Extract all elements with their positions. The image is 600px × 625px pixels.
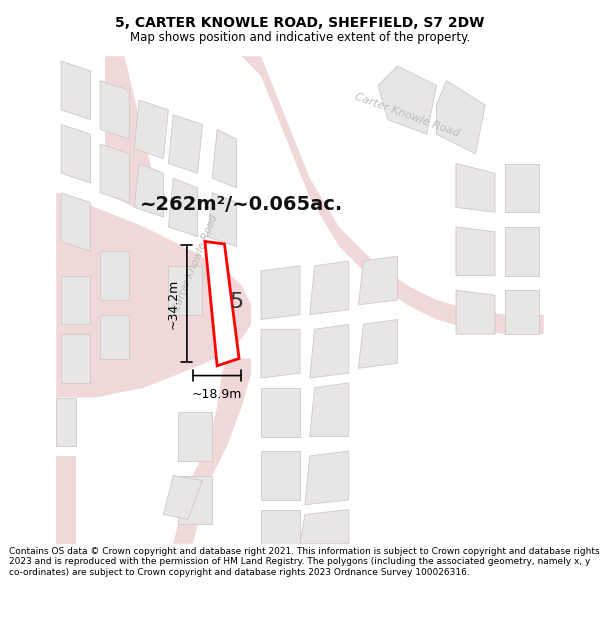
Polygon shape	[56, 192, 251, 398]
Text: ~262m²/~0.065ac.: ~262m²/~0.065ac.	[140, 196, 343, 214]
Polygon shape	[310, 324, 349, 378]
Polygon shape	[208, 192, 236, 246]
Polygon shape	[261, 266, 300, 319]
Polygon shape	[100, 144, 130, 202]
Polygon shape	[61, 334, 91, 383]
Polygon shape	[61, 61, 91, 119]
Polygon shape	[100, 251, 130, 300]
Polygon shape	[212, 129, 236, 188]
Polygon shape	[134, 164, 163, 217]
Text: Contains OS data © Crown copyright and database right 2021. This information is : Contains OS data © Crown copyright and d…	[9, 547, 599, 577]
Polygon shape	[56, 398, 76, 446]
Polygon shape	[300, 509, 349, 544]
Polygon shape	[505, 290, 539, 334]
Text: Carter Knowle Road: Carter Knowle Road	[353, 91, 461, 138]
Polygon shape	[359, 319, 397, 368]
Polygon shape	[261, 329, 300, 378]
Polygon shape	[261, 451, 300, 500]
Polygon shape	[359, 256, 397, 305]
Polygon shape	[173, 359, 251, 544]
Polygon shape	[261, 509, 300, 544]
Polygon shape	[261, 388, 300, 436]
Text: Map shows position and indicative extent of the property.: Map shows position and indicative extent…	[130, 31, 470, 44]
Polygon shape	[305, 451, 349, 505]
Text: ~34.2m: ~34.2m	[167, 278, 179, 329]
Polygon shape	[378, 66, 437, 134]
Polygon shape	[310, 383, 349, 436]
Text: ~18.9m: ~18.9m	[192, 388, 242, 401]
Polygon shape	[61, 192, 91, 251]
Text: Carter Knowle Road: Carter Knowle Road	[171, 214, 219, 313]
Polygon shape	[456, 227, 495, 276]
Polygon shape	[61, 124, 91, 183]
Polygon shape	[310, 261, 349, 314]
Polygon shape	[100, 314, 130, 359]
Polygon shape	[241, 56, 544, 334]
Polygon shape	[437, 81, 485, 154]
Text: 5: 5	[229, 292, 243, 312]
Polygon shape	[169, 178, 197, 237]
Polygon shape	[505, 164, 539, 212]
Polygon shape	[163, 476, 202, 519]
Polygon shape	[105, 56, 163, 208]
Polygon shape	[169, 266, 202, 314]
Polygon shape	[56, 456, 76, 544]
Polygon shape	[61, 276, 91, 324]
Polygon shape	[456, 290, 495, 334]
Polygon shape	[178, 412, 212, 461]
Polygon shape	[456, 164, 495, 212]
Polygon shape	[100, 81, 130, 139]
Polygon shape	[178, 476, 212, 524]
Text: 5, CARTER KNOWLE ROAD, SHEFFIELD, S7 2DW: 5, CARTER KNOWLE ROAD, SHEFFIELD, S7 2DW	[115, 16, 485, 29]
Polygon shape	[505, 227, 539, 276]
Polygon shape	[205, 241, 239, 366]
Polygon shape	[134, 100, 169, 159]
Polygon shape	[169, 115, 202, 173]
